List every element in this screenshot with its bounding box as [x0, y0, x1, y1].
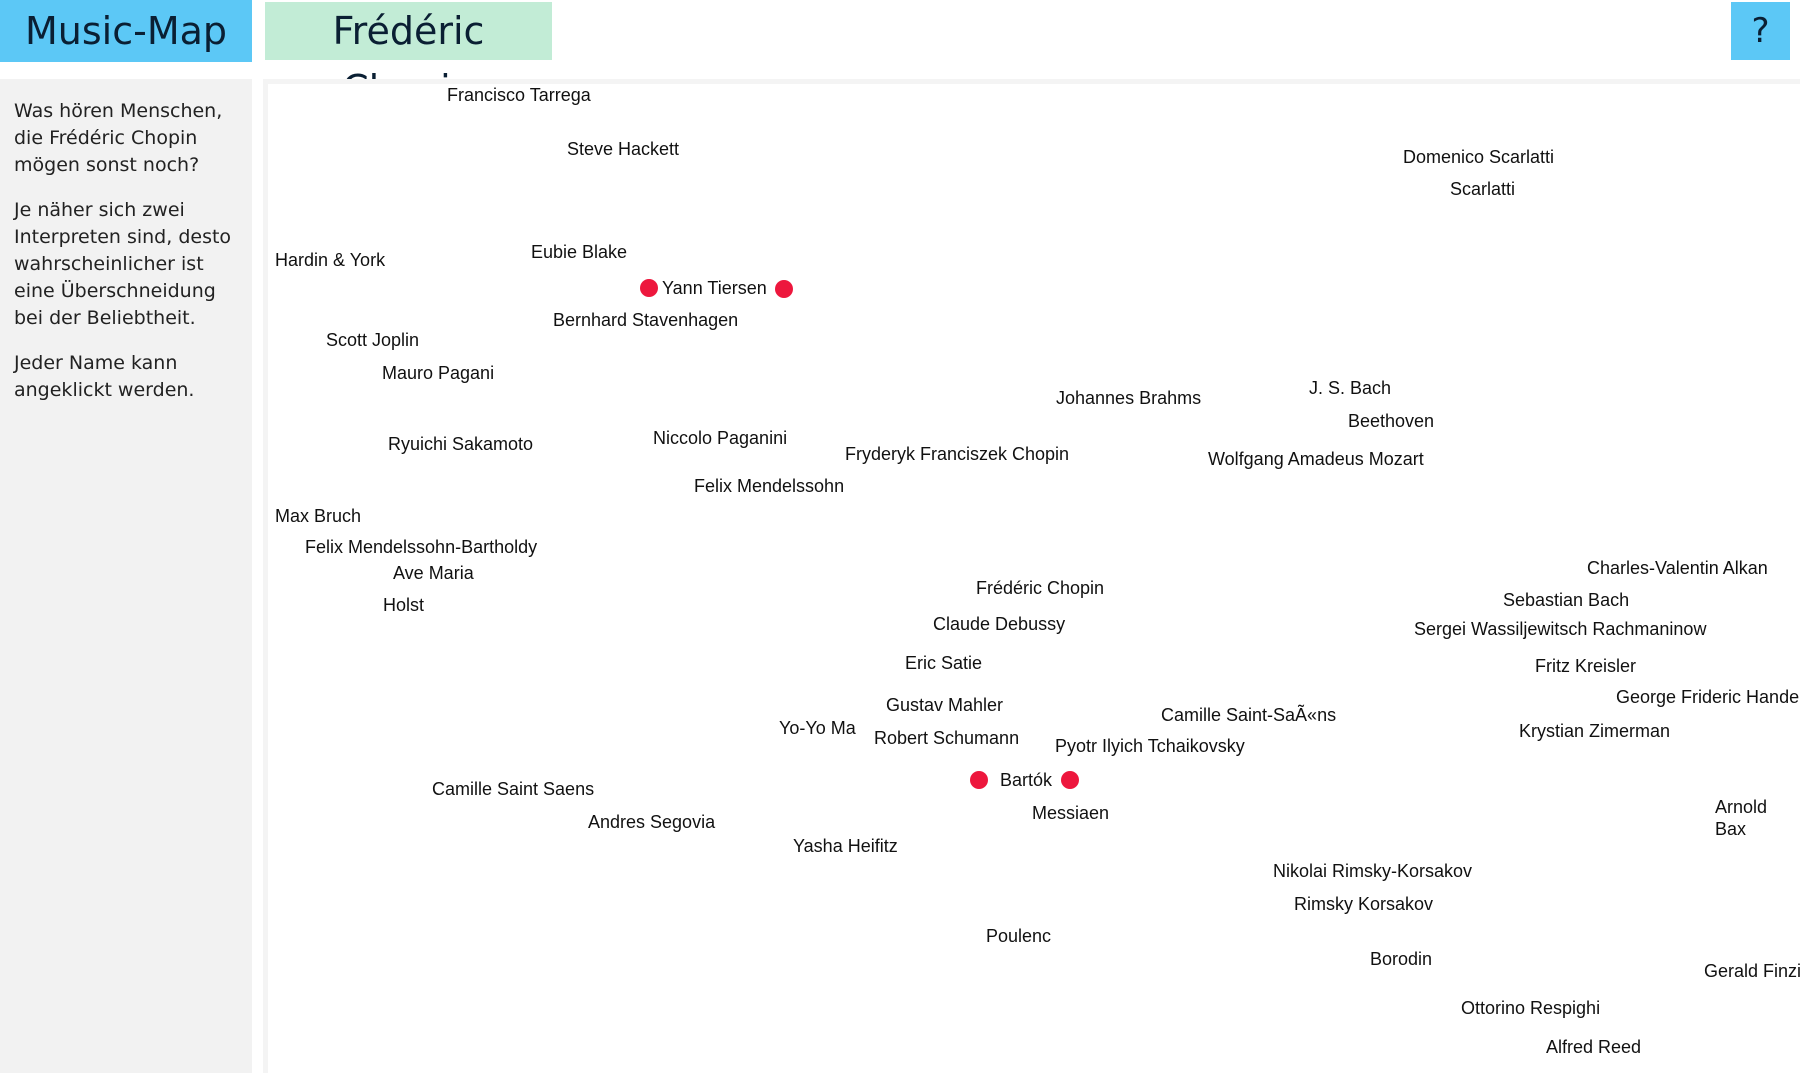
artist-link[interactable]: Camille Saint-SaÃ«ns: [1161, 705, 1337, 725]
artist-link[interactable]: Andres Segovia: [588, 812, 716, 832]
artist-link-current[interactable]: Frédéric Chopin: [976, 578, 1105, 598]
sidebar: Was hören Menschen, die Frédéric Chopin …: [0, 79, 252, 1073]
artist-link[interactable]: Poulenc: [986, 926, 1052, 946]
artist-link[interactable]: George Frideric Handel: [1616, 687, 1800, 707]
artist-link[interactable]: J. S. Bach: [1309, 378, 1392, 398]
help-button[interactable]: ?: [1731, 2, 1790, 60]
page-title: Frédéric Chopin: [265, 2, 552, 111]
artist-link[interactable]: Niccolo Paganini: [653, 428, 788, 448]
music-map-logo[interactable]: Music-Map: [0, 0, 252, 62]
sidebar-intro-text: Was hören Menschen, die Frédéric Chopin …: [14, 100, 223, 176]
artist-link[interactable]: Hardin & York: [275, 250, 386, 270]
artist-link[interactable]: Pyotr Ilyich Tchaikovsky: [1055, 736, 1245, 756]
artist-link[interactable]: Ottorino Respighi: [1461, 998, 1601, 1018]
artist-link[interactable]: Eric Satie: [905, 653, 983, 673]
highlight-dot: [970, 771, 988, 789]
artist-link[interactable]: Fryderyk Franciszek Chopin: [845, 444, 1070, 464]
highlight-dot: [775, 280, 793, 298]
artist-link[interactable]: Eubie Blake: [531, 242, 628, 262]
artist-link[interactable]: Wolfgang Amadeus Mozart: [1208, 449, 1424, 469]
highlight-dot: [640, 279, 658, 297]
artist-link[interactable]: Gustav Mahler: [886, 695, 1004, 715]
artist-link[interactable]: Felix Mendelssohn-Bartholdy: [305, 537, 538, 557]
artist-link[interactable]: Borodin: [1370, 949, 1433, 969]
artist-link-highlighted[interactable]: Bartók: [1000, 770, 1053, 790]
artist-link[interactable]: Domenico Scarlatti: [1403, 147, 1555, 167]
artist-link[interactable]: Charles-Valentin Alkan: [1587, 558, 1768, 578]
artist-link[interactable]: Yasha Heifitz: [793, 836, 898, 856]
artist-link[interactable]: Sergei Wassiljewitsch Rachmaninow: [1414, 619, 1707, 639]
artist-link[interactable]: Claude Debussy: [933, 614, 1066, 634]
artist-link[interactable]: Rimsky Korsakov: [1294, 894, 1434, 914]
artist-link[interactable]: Johannes Brahms: [1056, 388, 1202, 408]
artist-link[interactable]: Nikolai Rimsky-Korsakov: [1273, 861, 1473, 881]
artist-link[interactable]: Arnold Bax: [1715, 797, 1768, 839]
artist-link[interactable]: Beethoven: [1348, 411, 1435, 431]
artist-link[interactable]: Yo-Yo Ma: [779, 718, 856, 738]
artist-link[interactable]: Alfred Reed: [1546, 1037, 1642, 1057]
artist-link[interactable]: Felix Mendelssohn: [694, 476, 845, 496]
artist-link-highlighted[interactable]: Yann Tiersen: [662, 278, 767, 298]
artist-link[interactable]: Robert Schumann: [874, 728, 1020, 748]
artist-link[interactable]: Mauro Pagani: [382, 363, 495, 383]
sidebar-explanation-text: Je näher sich zwei Interpreten sind, des…: [14, 199, 232, 329]
artist-link[interactable]: Gerald Finzi: [1704, 961, 1800, 981]
artist-link[interactable]: Camille Saint Saens: [432, 779, 595, 799]
artist-link[interactable]: Messiaen: [1032, 803, 1110, 823]
artist-link[interactable]: Francisco Tarrega: [447, 85, 591, 105]
top-bar: Music-Map Frédéric Chopin ?: [0, 0, 1800, 111]
highlight-dot: [1061, 771, 1079, 789]
artist-link[interactable]: Steve Hackett: [567, 139, 680, 159]
artist-link[interactable]: Ryuichi Sakamoto: [388, 434, 534, 454]
artist-link[interactable]: Holst: [383, 595, 425, 615]
artist-link[interactable]: Krystian Zimerman: [1519, 721, 1671, 741]
artist-link[interactable]: Max Bruch: [275, 506, 362, 526]
artist-link[interactable]: Bernhard Stavenhagen: [553, 310, 739, 330]
artist-map: [268, 84, 1800, 1073]
artist-link[interactable]: Sebastian Bach: [1503, 590, 1630, 610]
sidebar-hint-text: Jeder Name kann angeklickt werden.: [14, 352, 195, 401]
artist-link[interactable]: Ave Maria: [393, 563, 474, 583]
artist-link[interactable]: Scarlatti: [1450, 179, 1516, 199]
artist-link[interactable]: Fritz Kreisler: [1535, 656, 1637, 676]
artist-link[interactable]: Scott Joplin: [326, 330, 420, 350]
